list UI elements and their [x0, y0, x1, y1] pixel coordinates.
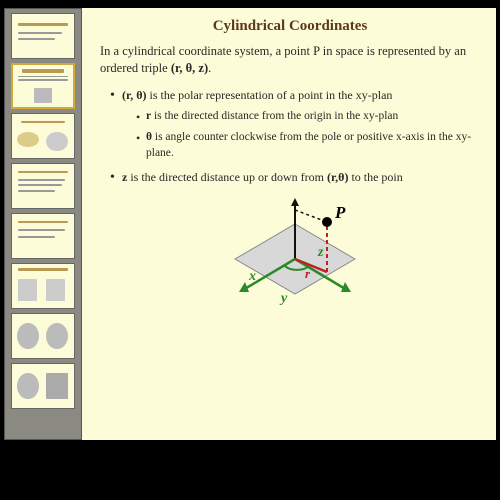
- sub-list-1: r is the directed distance from the orig…: [122, 109, 490, 162]
- label-y: y: [279, 291, 288, 306]
- sub-1a: r is the directed distance from the orig…: [136, 109, 490, 125]
- diagram-svg: x y z r P: [205, 194, 385, 314]
- thumbnail-panel[interactable]: [4, 8, 82, 440]
- slide-thumb-6[interactable]: [11, 263, 75, 309]
- slide-thumb-7[interactable]: [11, 313, 75, 359]
- bullet-1: (r, θ) is the polar representation of a …: [110, 87, 490, 162]
- app-window: Cylindrical Coordinates In a cylindrical…: [0, 0, 500, 500]
- slide-thumb-5[interactable]: [11, 213, 75, 259]
- intro-triple: (r, θ, z): [171, 61, 208, 75]
- sub-1b: θ is angle counter clockwise from the po…: [136, 130, 490, 161]
- z-arrow: [291, 198, 299, 206]
- label-z: z: [317, 245, 324, 260]
- slide-thumb-2[interactable]: [11, 63, 75, 109]
- b1-rest: is the polar representation of a point i…: [146, 88, 392, 102]
- b2-rest: to the poin: [348, 170, 402, 184]
- b1-bold: (r, θ): [122, 88, 146, 102]
- slide-title: Cylindrical Coordinates: [90, 18, 490, 35]
- label-p: P: [334, 203, 346, 222]
- label-x: x: [248, 269, 256, 284]
- b2-mid: is the directed distance up or down from: [127, 170, 327, 184]
- point-p: [322, 217, 332, 227]
- b1b-rest: is angle counter clockwise from the pole…: [146, 131, 471, 159]
- slide-content: Cylindrical Coordinates In a cylindrical…: [82, 8, 496, 440]
- top-dash: [295, 210, 327, 222]
- bullet-list: (r, θ) is the polar representation of a …: [100, 87, 490, 186]
- slide-thumb-1[interactable]: [11, 13, 75, 59]
- b1a-rest: is the directed distance from the origin…: [151, 110, 398, 122]
- slide-thumb-8[interactable]: [11, 363, 75, 409]
- b2-bold2: (r,θ): [327, 170, 348, 184]
- bullet-2: z is the directed distance up or down fr…: [110, 169, 490, 185]
- intro-prefix: In a cylindrical coordinate system, a po…: [100, 44, 466, 75]
- slide-thumb-4[interactable]: [11, 163, 75, 209]
- intro-suffix: .: [208, 61, 211, 75]
- coordinate-diagram: x y z r P: [205, 194, 385, 314]
- intro-text: In a cylindrical coordinate system, a po…: [100, 43, 490, 77]
- slide-thumb-3[interactable]: [11, 113, 75, 159]
